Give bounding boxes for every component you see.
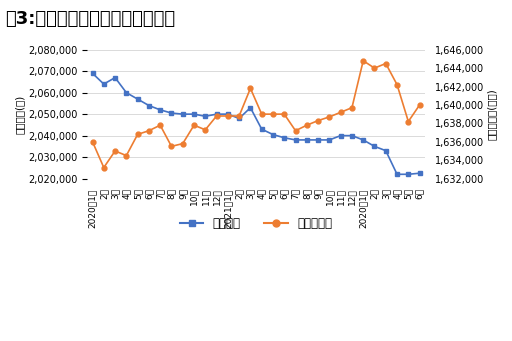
受給者世帯 [270, 112, 276, 116]
受給者世帯 [123, 153, 130, 158]
受給者世帯 [304, 123, 310, 127]
受給者世帯 [90, 140, 96, 144]
受給者数 [315, 138, 321, 142]
受給者数 [337, 134, 344, 138]
受給者世帯 [417, 103, 423, 107]
受給者数 [349, 134, 355, 138]
受給者数 [90, 71, 96, 75]
受給者数 [236, 116, 242, 120]
受給者数 [304, 138, 310, 142]
受給者世帯 [292, 129, 298, 133]
受給者数 [214, 112, 220, 116]
受給者世帯 [371, 66, 377, 70]
受給者数 [123, 91, 130, 95]
受給者世帯 [382, 61, 389, 65]
受給者世帯 [247, 86, 253, 90]
受給者数 [292, 138, 298, 142]
受給者数 [382, 149, 389, 153]
受給者世帯 [394, 83, 400, 87]
受給者世帯 [214, 114, 220, 118]
受給者世帯 [360, 59, 366, 63]
受給者数 [371, 144, 377, 148]
Y-axis label: 受給家庭数(世帯): 受給家庭数(世帯) [487, 88, 497, 140]
受給者世帯 [315, 119, 321, 123]
受給者数 [112, 76, 118, 80]
受給者世帯 [202, 128, 208, 132]
受給者数 [259, 127, 265, 131]
受給者数 [270, 133, 276, 137]
受給者数 [146, 104, 152, 108]
受給者世帯 [406, 119, 412, 123]
受給者数 [180, 112, 186, 116]
受給者数 [225, 112, 231, 116]
受給者世帯 [326, 115, 332, 119]
受給者数 [247, 106, 253, 110]
受給者世帯 [135, 132, 141, 136]
Legend: 受給者数, 受給者世帯: 受給者数, 受給者世帯 [175, 212, 337, 235]
受給者世帯 [146, 129, 152, 133]
受給者世帯 [337, 110, 344, 114]
受給者世帯 [225, 114, 231, 118]
受給者数 [202, 114, 208, 118]
受給者数 [406, 172, 412, 176]
受給者数 [101, 82, 107, 86]
受給者世帯 [259, 112, 265, 116]
受給者世帯 [180, 142, 186, 146]
受給者世帯 [168, 144, 175, 148]
受給者数 [326, 138, 332, 142]
受給者数 [281, 136, 287, 140]
受給者世帯 [191, 123, 197, 127]
Line: 受給者世帯: 受給者世帯 [90, 58, 422, 170]
受給者数 [157, 108, 163, 112]
受給者数 [168, 111, 175, 115]
受給者数 [135, 97, 141, 101]
受給者数 [191, 112, 197, 116]
受給者世帯 [157, 123, 163, 127]
受給者数 [417, 171, 423, 175]
受給者世帯 [236, 114, 242, 118]
受給者世帯 [349, 106, 355, 110]
Y-axis label: 受給者数(人): 受給者数(人) [15, 94, 25, 134]
Line: 受給者数: 受給者数 [90, 71, 422, 177]
Text: 表3:受給者数と受給家庭数の推移: 表3:受給者数と受給家庭数の推移 [5, 10, 175, 28]
受給者数 [360, 138, 366, 142]
受給者数 [394, 172, 400, 176]
受給者世帯 [112, 149, 118, 153]
受給者世帯 [281, 112, 287, 116]
受給者世帯 [101, 165, 107, 169]
